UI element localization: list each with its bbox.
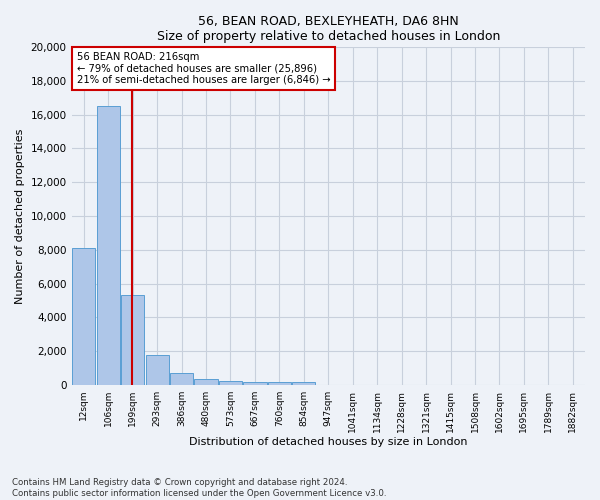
Bar bbox=[219, 380, 242, 385]
Bar bbox=[194, 379, 218, 385]
Y-axis label: Number of detached properties: Number of detached properties bbox=[15, 128, 25, 304]
Bar bbox=[244, 382, 266, 385]
Text: 56 BEAN ROAD: 216sqm
← 79% of detached houses are smaller (25,896)
21% of semi-d: 56 BEAN ROAD: 216sqm ← 79% of detached h… bbox=[77, 52, 331, 85]
Bar bbox=[146, 356, 169, 385]
Title: 56, BEAN ROAD, BEXLEYHEATH, DA6 8HN
Size of property relative to detached houses: 56, BEAN ROAD, BEXLEYHEATH, DA6 8HN Size… bbox=[157, 15, 500, 43]
X-axis label: Distribution of detached houses by size in London: Distribution of detached houses by size … bbox=[189, 438, 467, 448]
Bar bbox=[170, 373, 193, 385]
Text: Contains HM Land Registry data © Crown copyright and database right 2024.
Contai: Contains HM Land Registry data © Crown c… bbox=[12, 478, 386, 498]
Bar bbox=[72, 248, 95, 385]
Bar bbox=[97, 106, 120, 385]
Bar bbox=[268, 382, 291, 385]
Bar bbox=[121, 296, 144, 385]
Bar bbox=[292, 382, 316, 385]
